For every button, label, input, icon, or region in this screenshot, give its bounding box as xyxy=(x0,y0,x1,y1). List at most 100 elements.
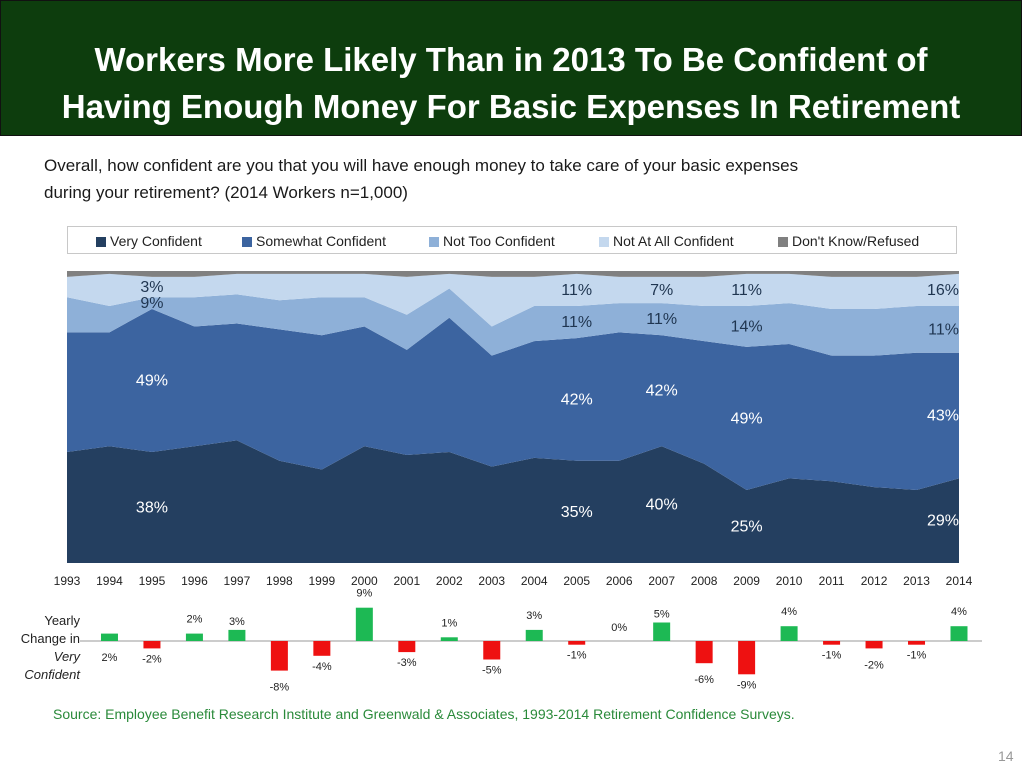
change-value-label: -6% xyxy=(694,674,714,686)
area-data-label: 42% xyxy=(561,391,593,408)
change-value-label: -1% xyxy=(822,650,842,662)
question-line-1: Overall, how confident are you that you … xyxy=(44,156,799,175)
legend-swatch-dont-know xyxy=(778,237,788,247)
change-value-label: 5% xyxy=(654,609,670,621)
year-tick-label: 2003 xyxy=(478,574,505,588)
change-value-label: 4% xyxy=(951,606,967,618)
change-value-label: -1% xyxy=(567,650,587,662)
area-data-label: 9% xyxy=(140,295,163,312)
question-line-2: during your retirement? (2014 Workers n=… xyxy=(44,183,408,202)
area-data-label: 25% xyxy=(731,519,763,536)
change-value-label: -9% xyxy=(737,679,757,691)
area-data-label: 16% xyxy=(927,282,959,299)
area-data-label: 49% xyxy=(731,410,763,427)
legend-swatch-not-at-all-confident xyxy=(599,237,609,247)
legend-item-not-at-all-confident: Not At All Confident xyxy=(599,233,734,249)
area-data-label: 7% xyxy=(650,282,673,299)
change-bar xyxy=(865,641,883,649)
area-data-label: 11% xyxy=(646,311,677,328)
area-data-label: 14% xyxy=(731,318,763,335)
change-bar xyxy=(185,633,203,641)
change-label-line-4: Confident xyxy=(24,667,80,682)
area-data-label: 3% xyxy=(140,279,163,296)
year-tick-label: 2001 xyxy=(393,574,420,588)
change-bar xyxy=(228,629,246,641)
legend-label: Very Confident xyxy=(110,233,202,249)
year-tick-label: 2005 xyxy=(563,574,590,588)
area-series-somewhat-confident xyxy=(67,308,959,490)
year-tick-label: 1997 xyxy=(224,574,251,588)
year-axis: 1993 1994 1995 1996 1997 1998 1999 2000 2001 2002… xyxy=(54,574,973,588)
change-bar xyxy=(483,641,501,660)
change-bar xyxy=(950,626,968,641)
change-bar xyxy=(440,637,458,641)
year-tick-label: 2009 xyxy=(733,574,760,588)
year-tick-label: 2000 xyxy=(351,574,378,588)
stacked-area-chart: 38% 49% 9%3% 35% 42% 11% 11% 40% 42% 11% 7% 25% 49% 1… xyxy=(67,271,959,563)
legend-swatch-very-confident xyxy=(96,237,106,247)
change-bar xyxy=(908,641,926,645)
change-bar xyxy=(143,641,161,649)
area-series-not-at-all-confident xyxy=(67,273,959,327)
change-value-label: 2% xyxy=(186,614,202,626)
survey-question: Overall, how confident are you that you … xyxy=(44,152,994,206)
change-value-label: 0% xyxy=(611,622,627,634)
year-tick-label: 2010 xyxy=(776,574,803,588)
year-tick-label: 1995 xyxy=(139,574,166,588)
change-bar xyxy=(525,629,543,641)
area-data-label: 49% xyxy=(136,373,168,390)
change-bar xyxy=(313,641,331,656)
page-number: 14 xyxy=(998,748,1014,764)
area-series-very-confident xyxy=(67,440,959,563)
title-line-1: Workers More Likely Than in 2013 To Be C… xyxy=(94,41,928,78)
year-tick-label: 1994 xyxy=(96,574,123,588)
change-value-label: -8% xyxy=(270,682,290,694)
legend-label: Don't Know/Refused xyxy=(792,233,920,249)
area-data-label: 43% xyxy=(927,408,959,425)
year-tick-label: 2012 xyxy=(861,574,888,588)
area-data-label: 11% xyxy=(561,282,592,299)
change-value-label: 3% xyxy=(526,610,542,622)
change-value-label: 9% xyxy=(356,588,372,600)
chart-legend: Very Confident Somewhat Confident Not To… xyxy=(67,226,957,254)
area-data-label: 40% xyxy=(646,497,678,514)
yearly-change-bar-chart: 2% -2% 2% 3% -8% -4% 9% -3% 1% -5% 3% -1% 0% 5% -6% -9%… xyxy=(80,588,982,694)
change-value-label: -4% xyxy=(312,661,332,673)
year-tick-label: 1996 xyxy=(181,574,208,588)
change-bar xyxy=(823,641,841,645)
source-note: Source: Employee Benefit Research Instit… xyxy=(53,706,795,722)
year-tick-label: 2006 xyxy=(606,574,633,588)
area-data-label: 11% xyxy=(561,314,592,331)
title-bar: Workers More Likely Than in 2013 To Be C… xyxy=(0,0,1022,136)
legend-item-not-too-confident: Not Too Confident xyxy=(429,233,555,249)
year-tick-label: 2004 xyxy=(521,574,548,588)
year-tick-label: 1999 xyxy=(309,574,336,588)
legend-item-very-confident: Very Confident xyxy=(96,233,202,249)
change-value-label: 4% xyxy=(781,606,797,618)
change-bar xyxy=(653,622,671,641)
change-label-line-3: Very xyxy=(53,649,80,664)
legend-item-dont-know: Don't Know/Refused xyxy=(778,233,919,249)
change-bar xyxy=(738,641,756,675)
year-tick-label: 1993 xyxy=(54,574,81,588)
legend-label: Not At All Confident xyxy=(613,233,734,249)
year-tick-label: 2013 xyxy=(903,574,930,588)
year-tick-label: 1998 xyxy=(266,574,293,588)
area-data-label: 11% xyxy=(731,282,762,299)
area-series-not-too-confident xyxy=(67,288,959,356)
legend-label: Not Too Confident xyxy=(443,233,555,249)
change-bar xyxy=(355,607,373,641)
change-bar xyxy=(398,641,416,653)
legend-label: Somewhat Confident xyxy=(256,233,386,249)
year-tick-label: 2014 xyxy=(946,574,973,588)
area-series-don-t-know-refused xyxy=(67,271,959,277)
change-bar xyxy=(100,633,118,641)
change-label-line-1: Yearly xyxy=(44,613,80,628)
year-tick-label: 2008 xyxy=(691,574,718,588)
change-value-label: 3% xyxy=(229,616,245,628)
change-bar xyxy=(568,641,586,645)
change-value-label: -1% xyxy=(907,650,927,662)
yearly-change-label: Yearly Change in Very Confident xyxy=(14,612,80,684)
legend-swatch-somewhat-confident xyxy=(242,237,252,247)
